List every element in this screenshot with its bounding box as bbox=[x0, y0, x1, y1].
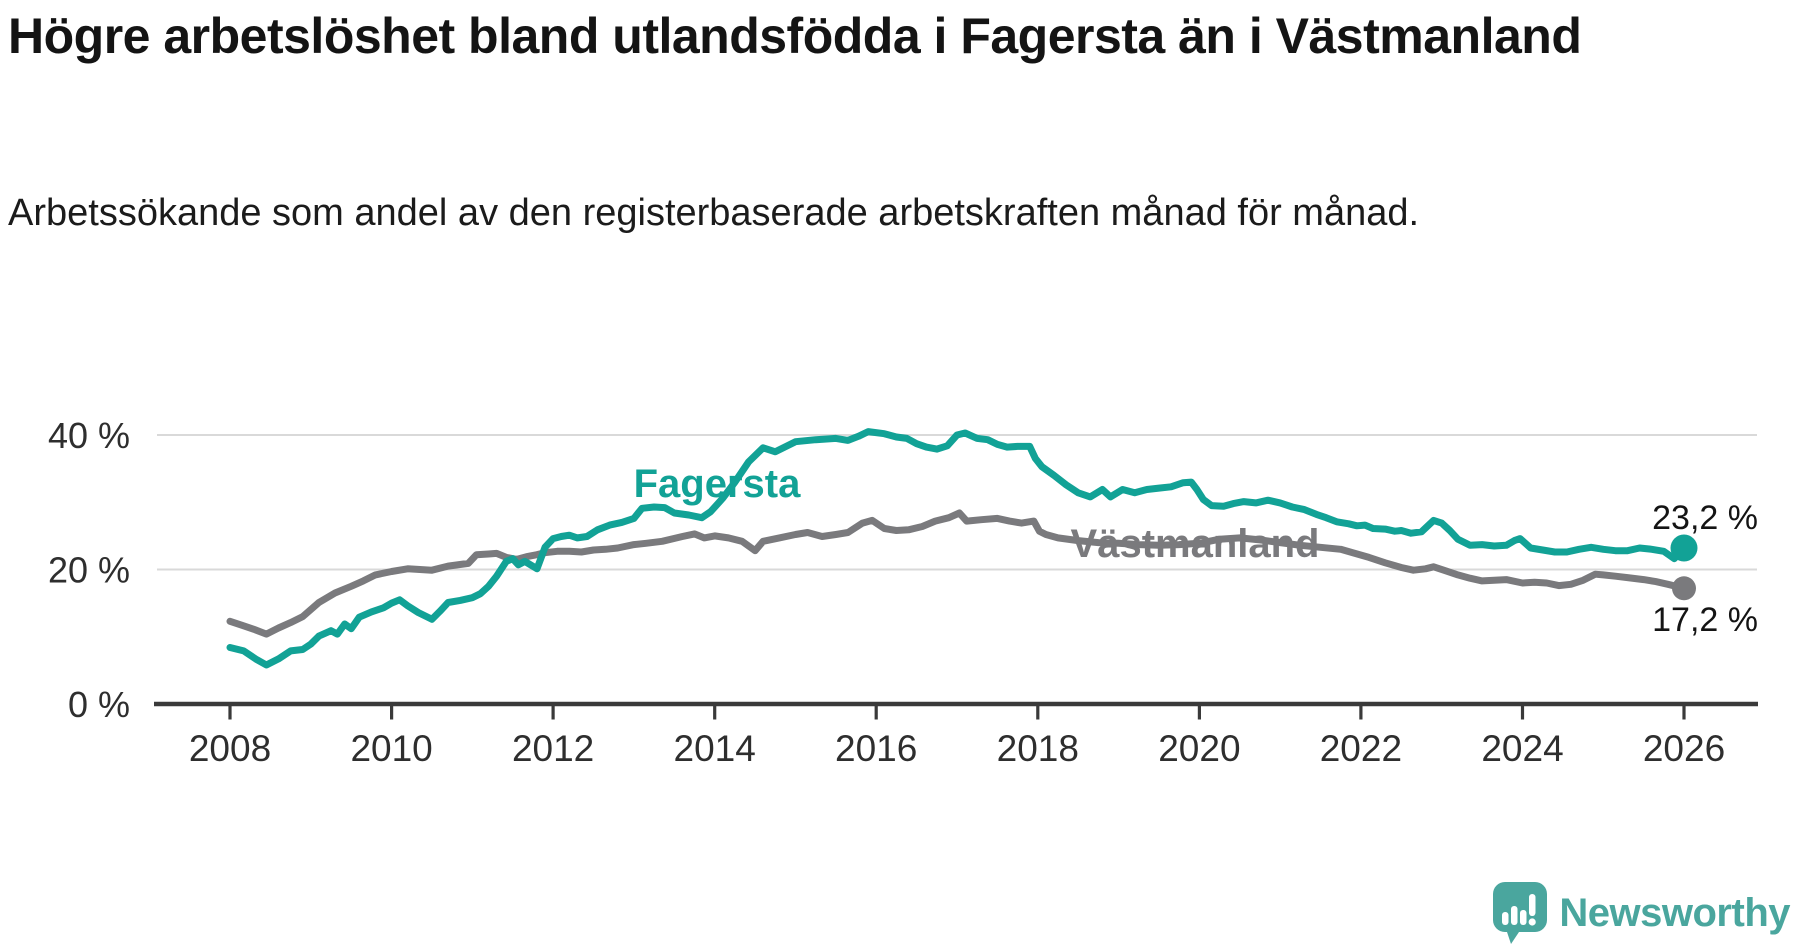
x-axis-tick-label: 2026 bbox=[1643, 728, 1725, 769]
x-axis-tick-label: 2020 bbox=[1158, 728, 1240, 769]
x-axis-tick-label: 2008 bbox=[189, 728, 271, 769]
end-value-label-fagersta: 23,2 % bbox=[1652, 499, 1758, 537]
newsworthy-brand-text: Newsworthy bbox=[1559, 890, 1790, 935]
x-axis-tick-label: 2016 bbox=[835, 728, 917, 769]
series-line-vstmanland bbox=[226, 509, 1688, 638]
end-value-label-vastmanland: 17,2 % bbox=[1652, 601, 1758, 639]
page-title: Högre arbetslöshet bland utlandsfödda i … bbox=[8, 8, 1582, 64]
y-axis-tick-label: 0 % bbox=[68, 684, 130, 725]
chart-labels: Fagersta Västmanland 23,2 % 17,2 % bbox=[634, 462, 1758, 639]
series-line-fagersta bbox=[226, 428, 1688, 669]
x-axis-tick-label: 2018 bbox=[997, 728, 1079, 769]
x-axis-tick-label: 2012 bbox=[512, 728, 594, 769]
chart-subtitle: Arbetssökande som andel av den registerb… bbox=[8, 192, 1420, 234]
x-axis-tick-label: 2010 bbox=[350, 728, 432, 769]
bar-chart-glyph bbox=[1502, 894, 1537, 926]
newsworthy-bubble-icon bbox=[1493, 882, 1548, 944]
y-axis-tick-label: 20 % bbox=[48, 550, 130, 591]
endpoint-dot-fagersta bbox=[1670, 534, 1698, 562]
series-label-vastmanland: Västmanland bbox=[1071, 522, 1320, 566]
y-axis-tick-label: 40 % bbox=[48, 415, 130, 456]
x-axis-tick-label: 2024 bbox=[1481, 728, 1563, 769]
x-axis-tick-label: 2022 bbox=[1320, 728, 1402, 769]
chart-axes-and-series: 2008 2010 2012 2014 2016 2018 2020 2022 2024 2026… bbox=[48, 415, 1758, 769]
newsworthy-logo: Newsworthy bbox=[1493, 882, 1790, 944]
series-label-fagersta: Fagersta bbox=[634, 462, 801, 506]
x-axis-tick-label: 2014 bbox=[674, 728, 756, 769]
endpoint-dot-vstmanland bbox=[1672, 576, 1696, 601]
